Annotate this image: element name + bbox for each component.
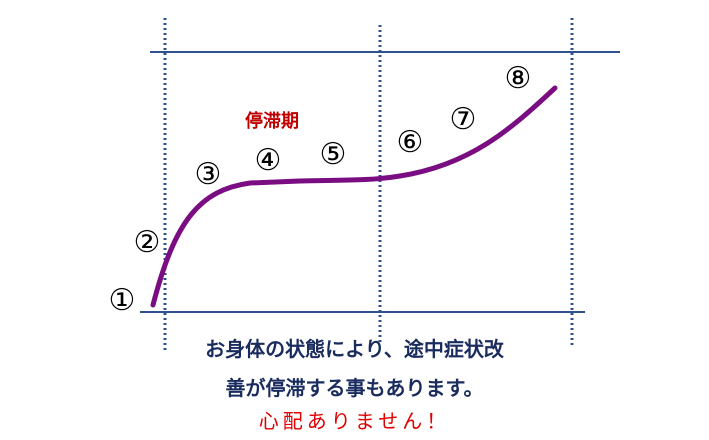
marker-4: ④ [255, 143, 282, 178]
marker-7: ⑦ [450, 102, 477, 137]
marker-8: ⑧ [505, 61, 532, 96]
progress-curve [150, 85, 558, 308]
marker-1: ① [109, 283, 136, 318]
marker-5: ⑤ [320, 137, 347, 172]
caption-line-2: 善が停滞する事もあります。 [225, 376, 484, 400]
marker-6: ⑥ [397, 125, 424, 160]
marker-3: ③ [195, 157, 222, 192]
marker-2: ② [134, 225, 161, 260]
caption-line-1: お身体の状態により、途中症状改 [205, 337, 504, 361]
reassurance-note: 心配ありません！ [258, 409, 451, 433]
phase-label: 停滞期 [245, 110, 299, 132]
